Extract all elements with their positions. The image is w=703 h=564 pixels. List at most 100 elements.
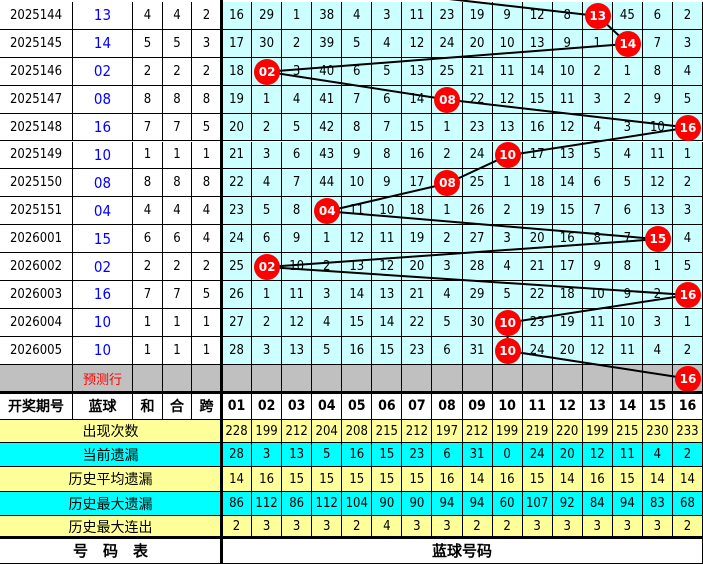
- row-issue: 2025150: [0, 169, 73, 198]
- blue-ball-marker: 16: [674, 281, 701, 308]
- omission-cell: 12: [642, 169, 673, 198]
- row-issue: 2025146: [0, 57, 73, 86]
- stat-value: 230: [642, 420, 673, 443]
- stat-value: 3: [552, 516, 583, 538]
- row-issue: 2025147: [0, 85, 73, 114]
- omission-cell: 12: [282, 308, 313, 337]
- omission-cell: 22: [222, 169, 253, 198]
- stat-value: 104: [342, 492, 373, 516]
- stat-value: 15: [612, 467, 643, 492]
- header-number: 16: [672, 393, 703, 420]
- omission-cell: 5: [252, 197, 283, 226]
- omission-cell: 1: [492, 169, 523, 198]
- omission-cell: 12: [342, 225, 373, 254]
- omission-cell: 15: [372, 336, 403, 365]
- omission-cell: 44: [312, 169, 343, 198]
- omission-cell: 13: [402, 57, 433, 86]
- footer-left-title: 号 码 表: [0, 538, 222, 564]
- stat-value: 6: [432, 443, 463, 467]
- row-issue: 2026002: [0, 253, 73, 281]
- blue-ball-marker: 13: [584, 2, 611, 29]
- footer-right-title: 蓝球号码: [222, 538, 703, 564]
- row-sum: 8: [133, 169, 163, 198]
- omission-cell: 16: [552, 225, 583, 254]
- stat-label: 历史最大连出: [0, 516, 222, 538]
- omission-cell: 2: [312, 253, 343, 281]
- omission-cell: 8: [582, 225, 613, 254]
- row-mod: 4: [163, 2, 192, 30]
- stat-value: 2: [672, 443, 703, 467]
- omission-cell: 18: [522, 169, 553, 198]
- stat-value: 208: [342, 420, 373, 443]
- row-span: 1: [192, 308, 222, 337]
- omission-cell: 15: [402, 113, 433, 142]
- omission-cell: 18: [552, 281, 583, 309]
- omission-cell: 12: [492, 85, 523, 114]
- predict-cell: [372, 364, 403, 393]
- omission-cell: 2: [492, 197, 523, 226]
- omission-cell: 13: [492, 113, 523, 142]
- stat-value: 16: [252, 467, 283, 492]
- stat-value: 24: [522, 443, 553, 467]
- predict-cell: [192, 364, 222, 393]
- row-sum: 4: [133, 2, 163, 30]
- header-number: 02: [252, 393, 283, 420]
- omission-cell: 19: [552, 308, 583, 337]
- omission-cell: 8: [282, 197, 313, 226]
- omission-cell: 24: [522, 336, 553, 365]
- header-number: 04: [312, 393, 343, 420]
- header-number: 03: [282, 393, 313, 420]
- omission-cell: 4: [252, 169, 283, 198]
- omission-cell: 15: [552, 197, 583, 226]
- row-blue: 02: [73, 57, 133, 86]
- stat-value: 3: [582, 516, 613, 538]
- omission-cell: 23: [522, 308, 553, 337]
- omission-cell: 26: [222, 281, 253, 309]
- predict-cell: [252, 364, 283, 393]
- stat-value: 215: [372, 420, 403, 443]
- omission-cell: 7: [372, 113, 403, 142]
- stat-value: 16: [492, 467, 523, 492]
- predict-cell: [552, 364, 583, 393]
- omission-cell: 18: [222, 57, 253, 86]
- omission-cell: 17: [522, 141, 553, 170]
- header-issue: 开奖期号: [0, 393, 73, 420]
- stat-value: 212: [282, 420, 313, 443]
- omission-cell: 2: [252, 113, 283, 142]
- omission-cell: 10: [612, 308, 643, 337]
- stat-value: 92: [552, 492, 583, 516]
- omission-cell: 1: [312, 225, 343, 254]
- stat-value: 15: [282, 467, 313, 492]
- omission-cell: 6: [432, 336, 463, 365]
- blue-ball-marker: 08: [434, 86, 461, 113]
- omission-cell: 41: [312, 85, 343, 114]
- omission-cell: 9: [582, 253, 613, 281]
- stat-value: 20: [552, 443, 583, 467]
- omission-cell: 6: [282, 141, 313, 170]
- stat-value: 23: [402, 443, 433, 467]
- stat-value: 15: [402, 467, 433, 492]
- predict-cell: [462, 364, 493, 393]
- row-blue: 02: [73, 253, 133, 281]
- omission-cell: 3: [252, 336, 283, 365]
- omission-cell: 7: [282, 169, 313, 198]
- omission-cell: 11: [342, 197, 373, 226]
- omission-cell: 4: [282, 85, 313, 114]
- predict-row-blank: [0, 364, 73, 393]
- stat-value: 16: [342, 443, 373, 467]
- omission-cell: 29: [462, 281, 493, 309]
- omission-cell: 11: [642, 141, 673, 170]
- omission-cell: 7: [642, 29, 673, 58]
- omission-cell: 13: [552, 141, 583, 170]
- omission-cell: 13: [642, 197, 673, 226]
- omission-cell: 3: [312, 281, 343, 309]
- omission-cell: 3: [642, 308, 673, 337]
- omission-cell: 10: [552, 57, 583, 86]
- omission-cell: 10: [372, 197, 403, 226]
- row-span: 5: [192, 281, 222, 309]
- omission-cell: 9: [282, 225, 313, 254]
- omission-cell: 3: [672, 29, 703, 58]
- omission-cell: 4: [642, 336, 673, 365]
- omission-cell: 7: [612, 225, 643, 254]
- omission-cell: 4: [342, 2, 373, 30]
